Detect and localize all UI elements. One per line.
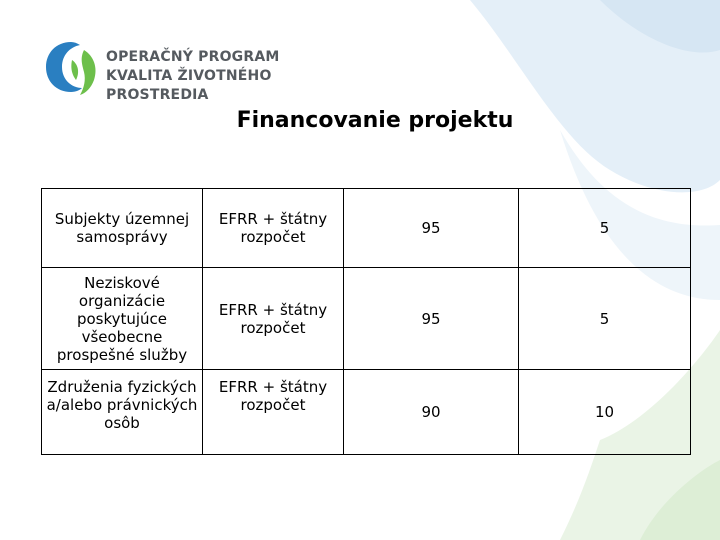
table-row: Združenia fyzických a/alebo právnických … [41, 369, 691, 455]
table-row: Subjekty územnej samosprávy EFRR + štátn… [41, 188, 691, 268]
source-cell: EFRR + štátny rozpočet [202, 188, 344, 268]
value-cell: 90 [343, 369, 519, 455]
value-cell: 5 [518, 188, 691, 268]
table-row: Neziskové organizácie poskytujúce všeobe… [41, 267, 691, 370]
logo-line-1: OPERAČNÝ PROGRAM [106, 49, 280, 65]
leaf-drop-logo-icon [46, 42, 96, 95]
page-title: Financovanie projektu [236, 108, 514, 133]
logo-line-2: KVALITA ŽIVOTNÉHO PROSTREDIA [106, 68, 272, 103]
value-cell: 95 [343, 188, 519, 268]
value-cell: 10 [518, 369, 691, 455]
subject-cell: Neziskové organizácie poskytujúce všeobe… [41, 267, 203, 370]
program-logo: OPERAČNÝ PROGRAM KVALITA ŽIVOTNÉHO PROST… [42, 38, 362, 103]
subject-cell: Združenia fyzických a/alebo právnických … [41, 369, 203, 455]
financing-table: Subjekty územnej samosprávy EFRR + štátn… [41, 188, 691, 455]
source-cell: EFRR + štátny rozpočet [202, 369, 344, 455]
subject-cell: Subjekty územnej samosprávy [41, 188, 203, 268]
value-cell: 5 [518, 267, 691, 370]
value-cell: 95 [343, 267, 519, 370]
source-cell: EFRR + štátny rozpočet [202, 267, 344, 370]
